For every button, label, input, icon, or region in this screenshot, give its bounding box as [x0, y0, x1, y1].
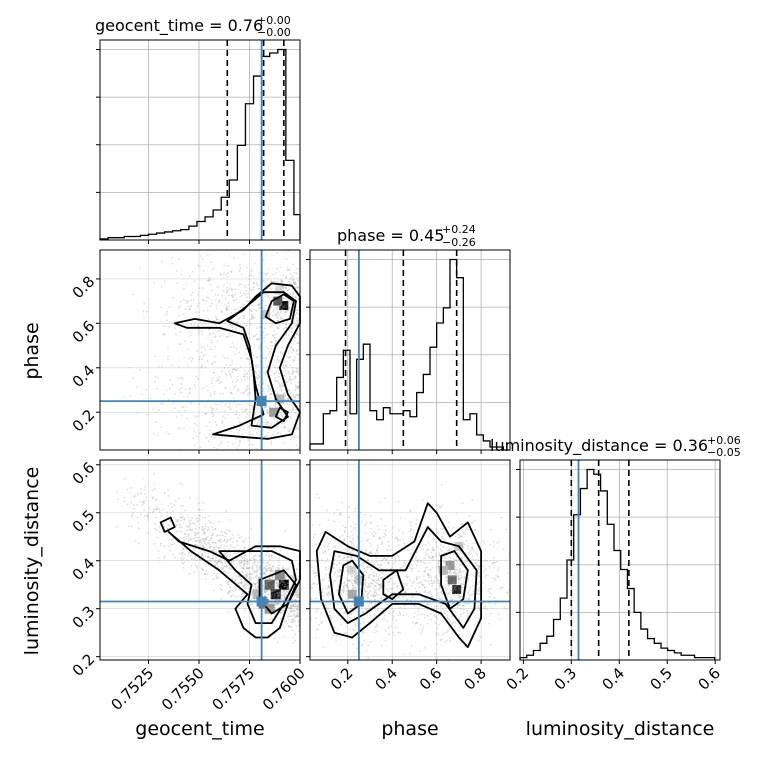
contour-layer [159, 282, 482, 648]
panel-frame-geocent_time-luminosity_distance [99, 459, 301, 661]
density-cell [452, 584, 462, 594]
x-axis-label-geocent-time: geocent_time [135, 718, 264, 740]
density-cell [278, 579, 289, 590]
x-axis-label-phase: phase [381, 718, 438, 740]
y-axis-label-phase: phase [21, 322, 43, 379]
panel-frame-geocent_time [99, 39, 301, 241]
contour-inner [159, 516, 176, 533]
density-layer [252, 285, 464, 614]
y-tick-label-luminosity_distance: 0.4 [69, 554, 99, 584]
panel-frame-geocent_time-phase [99, 249, 301, 451]
density-cell [279, 301, 289, 311]
title-phase-sub: −0.26 [442, 236, 476, 249]
x-tick-label-phase: 0.2 [327, 664, 357, 694]
contour-inner [382, 569, 405, 600]
x-tick-label-geocent_time: 0.7550 [158, 664, 208, 714]
truth-layer [100, 40, 580, 660]
contour-inner [274, 406, 289, 422]
x-axis-label-luminosity-distance: luminosity_distance [526, 718, 715, 740]
y-tick-label-luminosity_distance: 0.2 [69, 650, 99, 680]
y-tick-label-phase: 0.8 [69, 273, 99, 303]
density-cell [252, 589, 263, 600]
x-tick-label-phase: 0.4 [371, 664, 401, 694]
panel-frame-phase [309, 249, 511, 451]
density-cell [447, 575, 457, 585]
histogram-phase [309, 258, 510, 451]
density-cell [273, 296, 283, 306]
quantile-layer [226, 40, 630, 660]
density-cell [347, 565, 357, 575]
title-luminosity-distance: luminosity_distance = 0.36 [490, 436, 708, 456]
title-geocent-time-sup: +0.00 [257, 14, 291, 27]
contour-mid [226, 291, 297, 429]
x-tick-label-phase: 0.8 [460, 664, 490, 694]
x-tick-label-geocent_time: 0.7575 [208, 664, 258, 714]
x-tick-label-geocent_time: 0.7600 [259, 664, 309, 714]
y-tick-label-luminosity_distance: 0.3 [69, 602, 99, 632]
histogram-geocent_time [99, 48, 301, 240]
histogram-layer [99, 48, 716, 660]
samples-geocent_time-luminosity_distance [115, 473, 301, 644]
y-tick-label-phase: 0.4 [69, 361, 99, 391]
x-tick-label-phase: 0.6 [416, 664, 446, 694]
contour-mid [329, 526, 478, 629]
density-cell [264, 579, 275, 590]
title-geocent-time-sub: −0.00 [257, 26, 291, 39]
truth-marker [256, 396, 267, 407]
histogram-luminosity_distance [519, 468, 716, 660]
title-phase: phase = 0.45 [337, 226, 444, 245]
x-tick-label-luminosity_distance: 0.5 [646, 664, 676, 694]
title-luminosity-distance-sub: −0.05 [707, 446, 741, 459]
truth-marker [353, 596, 364, 607]
grid-layer [100, 40, 720, 660]
contour-outer [315, 502, 482, 648]
y-tick-label-luminosity_distance: 0.6 [69, 458, 99, 488]
x-tick-label-luminosity_distance: 0.3 [551, 664, 581, 694]
density-cell [438, 565, 448, 575]
y-tick-label-luminosity_distance: 0.5 [69, 506, 99, 536]
truth-marker [256, 596, 267, 607]
title-phase-sup: +0.24 [442, 223, 476, 236]
density-cell [274, 570, 285, 581]
contour-inner [440, 550, 469, 610]
density-cell [270, 589, 281, 600]
panel-frame-phase-luminosity_distance [309, 459, 511, 661]
title-luminosity-distance-sup: +0.06 [707, 434, 741, 447]
density-cell [275, 285, 285, 295]
density-cell [275, 394, 285, 404]
density-cell [347, 589, 357, 599]
density-cell [445, 561, 455, 571]
title-geocent-time: geocent_time = 0.76 [95, 16, 263, 36]
contour-inner [264, 293, 295, 325]
frames-layer: 0.7525 0.7550 0.7575 0.7600 0.2 0.4 0.6 0.8 0.2 0… [69, 39, 724, 714]
y-axis-label-luminosity-distance: luminosity_distance [21, 467, 43, 656]
contour-mid [218, 550, 297, 624]
x-tick-label-luminosity_distance: 0.6 [694, 664, 724, 694]
samples-geocent_time-phase [123, 250, 301, 451]
panel-frame-luminosity_distance [519, 459, 721, 661]
x-tick-label-geocent_time: 0.7525 [107, 664, 157, 714]
samples-layer [115, 250, 511, 661]
y-tick-label-phase: 0.6 [69, 317, 99, 347]
x-tick-label-luminosity_distance: 0.4 [599, 664, 629, 694]
x-tick-label-luminosity_distance: 0.2 [503, 664, 533, 694]
y-tick-label-phase: 0.2 [69, 406, 99, 436]
